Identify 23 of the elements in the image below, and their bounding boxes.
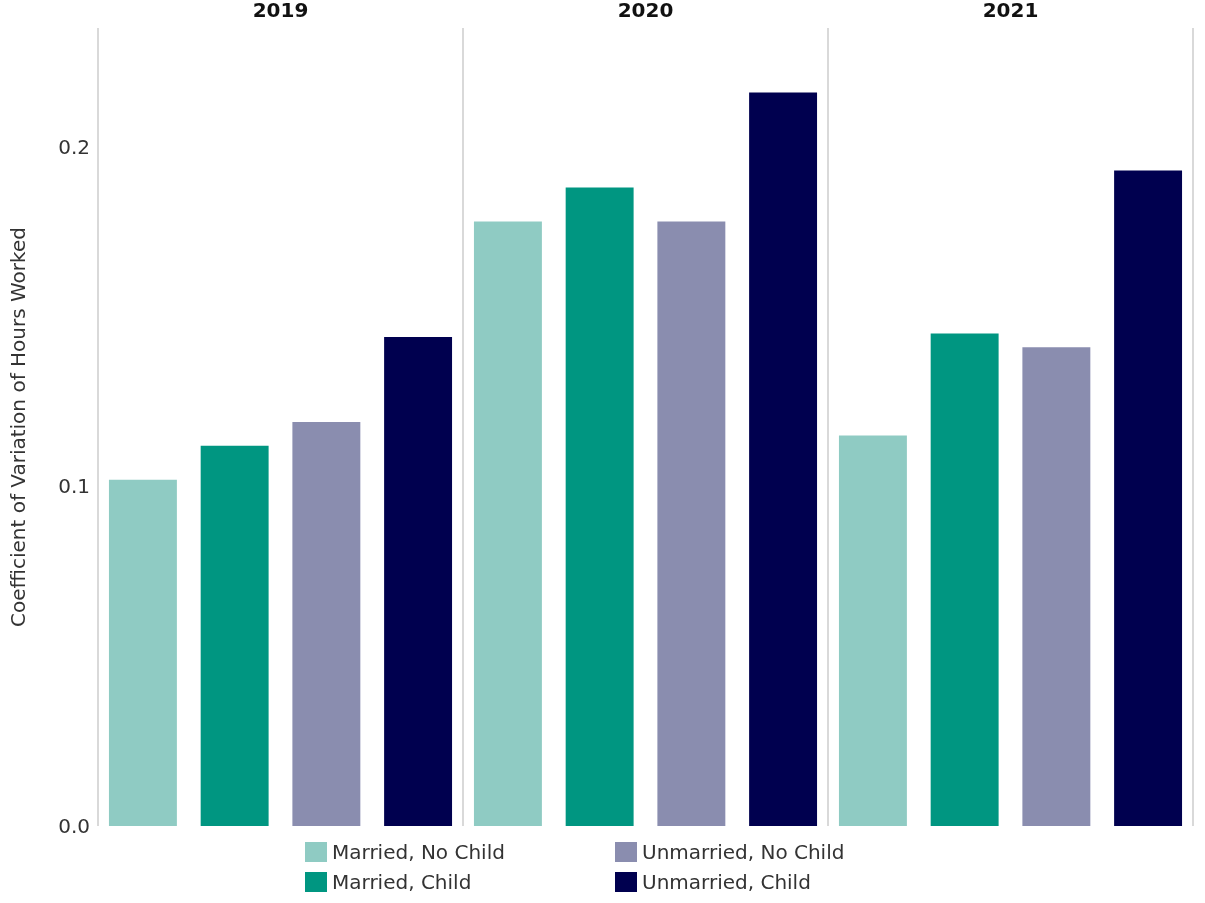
bar (657, 221, 726, 826)
bar (108, 479, 177, 826)
bar (749, 92, 818, 826)
bar (1022, 347, 1091, 826)
legend-label: Married, Child (332, 870, 472, 894)
y-tick-label: 0.0 (58, 814, 90, 838)
legend-label: Married, No Child (332, 840, 505, 864)
bar (384, 337, 453, 826)
x-tick-label: 2020 (617, 0, 674, 22)
bar (930, 333, 999, 826)
bar (838, 435, 907, 826)
x-tick-label: 2019 (252, 0, 309, 22)
bar (1114, 170, 1183, 826)
legend-label: Unmarried, No Child (642, 840, 845, 864)
legend-label: Unmarried, Child (642, 870, 811, 894)
bar (473, 221, 542, 826)
y-tick-label: 0.2 (58, 134, 90, 159)
y-axis-title: Coefficient of Variation of Hours Worked (6, 227, 30, 627)
bar (292, 421, 361, 826)
bar (565, 187, 634, 826)
x-tick-label: 2021 (982, 0, 1039, 22)
bar (200, 445, 269, 826)
y-tick-label: 0.1 (58, 474, 90, 499)
